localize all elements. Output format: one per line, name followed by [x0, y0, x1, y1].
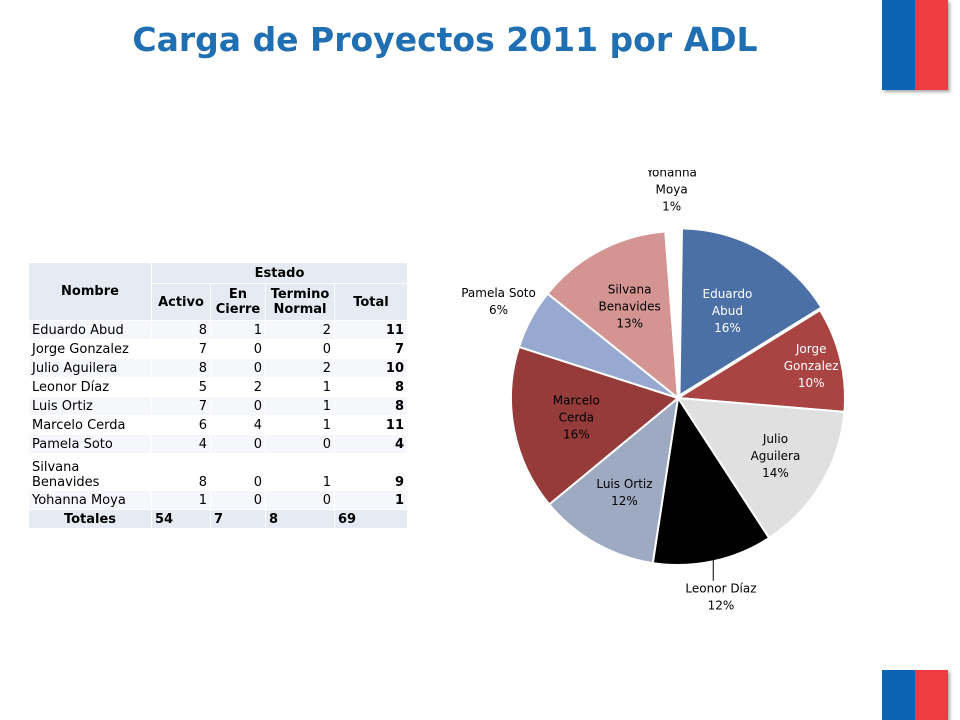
row-name: Silvana Benavides	[28, 453, 152, 491]
pie-label: Yohanna Moya 1%	[645, 170, 697, 213]
row-en-cierre: 0	[210, 490, 266, 510]
header-termino-normal: Termino Normal	[265, 283, 335, 321]
row-activo: 8	[151, 453, 211, 491]
row-termino: 1	[265, 396, 335, 416]
pie-slice-julio-aguilera	[676, 396, 846, 540]
totals-en-cierre: 7	[210, 509, 266, 529]
totals-total: 69	[334, 509, 408, 529]
table-row: Pamela Soto 4 0 0 4	[28, 434, 408, 454]
totals-termino: 8	[265, 509, 335, 529]
header-total: Total	[334, 283, 408, 321]
row-total: 7	[334, 339, 408, 359]
totals-row: Totales 54 7 8 69	[28, 509, 408, 529]
flag-decoration-bottom	[882, 670, 948, 720]
pie-label: Luis Ortiz 12%	[596, 477, 652, 508]
totals-activo: 54	[151, 509, 211, 529]
row-termino: 2	[265, 320, 335, 340]
pie-label: Silvana Benavides 13%	[599, 282, 661, 330]
table-row: Luis Ortiz 7 0 1 8	[28, 396, 408, 416]
row-total: 9	[334, 453, 408, 491]
row-termino: 1	[265, 415, 335, 435]
pie-label: Marcelo Cerda 16%	[553, 394, 600, 442]
projects-table: Nombre Estado Activo En Cierre Termino N…	[28, 262, 408, 529]
row-en-cierre: 2	[210, 377, 266, 397]
table-row: Yohanna Moya 1 0 0 1	[28, 490, 408, 510]
row-termino: 1	[265, 377, 335, 397]
flag-stripe-red	[915, 670, 948, 720]
row-activo: 7	[151, 396, 211, 416]
row-en-cierre: 0	[210, 434, 266, 454]
row-en-cierre: 0	[210, 396, 266, 416]
row-activo: 5	[151, 377, 211, 397]
row-activo: 8	[151, 320, 211, 340]
row-activo: 1	[151, 490, 211, 510]
row-name: Marcelo Cerda	[28, 415, 152, 435]
row-total: 4	[334, 434, 408, 454]
row-activo: 8	[151, 358, 211, 378]
pie-slice-luis-ortiz	[547, 395, 680, 565]
pie-chart: Eduardo Abud 16% Jorge Gonzalez 10% Julio Aguil…	[461, 170, 846, 613]
row-termino: 2	[265, 358, 335, 378]
row-termino: 0	[265, 434, 335, 454]
pie-label: Leonor Díaz 12%	[685, 582, 756, 613]
flag-stripe-blue	[882, 670, 915, 720]
pie-slice-marcelo-cerda	[510, 345, 681, 506]
row-termino: 1	[265, 453, 335, 491]
pie-slice-silvana-benavides	[546, 230, 680, 401]
row-total: 8	[334, 377, 408, 397]
flag-stripe-blue	[882, 0, 915, 90]
header-activo: Activo	[151, 283, 211, 321]
row-en-cierre: 1	[210, 320, 266, 340]
pie-slice-jorge-gonzalez	[674, 308, 846, 413]
row-en-cierre: 4	[210, 415, 266, 435]
table-row: Eduardo Abud 8 1 2 11	[28, 320, 408, 340]
row-en-cierre: 0	[210, 358, 266, 378]
totals-label: Totales	[28, 509, 152, 529]
row-en-cierre: 0	[210, 339, 266, 359]
row-termino: 0	[265, 490, 335, 510]
pie-label: Julio Aguilera 14%	[751, 432, 801, 480]
flag-decoration-top	[882, 0, 948, 90]
row-name: Eduardo Abud	[28, 320, 152, 340]
row-total: 8	[334, 396, 408, 416]
pie-label: Pamela Soto 6%	[461, 286, 536, 317]
flag-stripe-red	[915, 0, 948, 90]
row-name: Jorge Gonzalez	[28, 339, 152, 359]
row-name: Julio Aguilera	[28, 358, 152, 378]
pie-label: Eduardo Abud 16%	[703, 287, 753, 335]
row-total: 1	[334, 490, 408, 510]
row-name: Yohanna Moya	[28, 490, 152, 510]
row-total: 10	[334, 358, 408, 378]
row-name: Luis Ortiz	[28, 396, 152, 416]
pie-slice-yohanna-moya	[664, 230, 682, 399]
header-en-cierre: En Cierre	[210, 283, 266, 321]
row-en-cierre: 0	[210, 453, 266, 491]
table-row: Silvana Benavides 8 0 1 9	[28, 453, 408, 491]
pie-label: Jorge Gonzalez 10%	[784, 342, 839, 390]
table-row: Julio Aguilera 8 0 2 10	[28, 358, 408, 378]
header-nombre: Nombre	[28, 262, 152, 321]
row-termino: 0	[265, 339, 335, 359]
pie-slice-eduardo-abud	[678, 227, 823, 398]
header-estado: Estado	[151, 262, 408, 284]
row-activo: 7	[151, 339, 211, 359]
page-title: Carga de Proyectos 2011 por ADL	[132, 20, 758, 59]
row-total: 11	[334, 320, 408, 340]
row-name: Leonor Díaz	[28, 377, 152, 397]
table-row: Jorge Gonzalez 7 0 0 7	[28, 339, 408, 359]
table-row: Leonor Díaz 5 2 1 8	[28, 377, 408, 397]
row-activo: 4	[151, 434, 211, 454]
row-activo: 6	[151, 415, 211, 435]
row-total: 11	[334, 415, 408, 435]
table-row: Marcelo Cerda 6 4 1 11	[28, 415, 408, 435]
row-name: Pamela Soto	[28, 434, 152, 454]
